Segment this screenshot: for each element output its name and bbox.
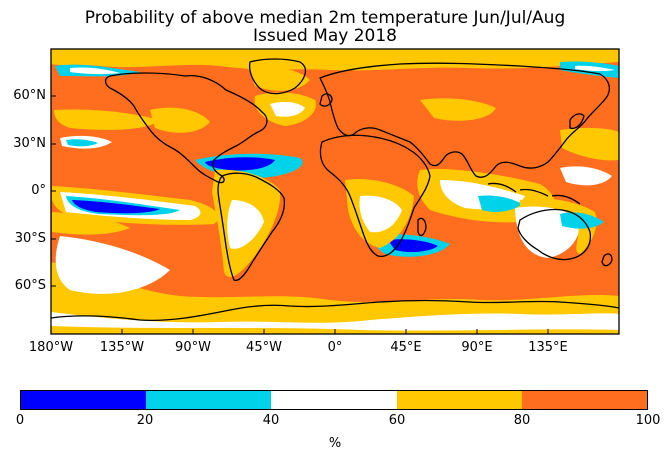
north-america-yellow bbox=[150, 107, 210, 133]
australia-coastline bbox=[517, 208, 592, 261]
colorbar-segment-4 bbox=[521, 391, 648, 409]
africa-white bbox=[359, 195, 402, 233]
lon-tick-135w: 135°W bbox=[99, 340, 145, 355]
europe-asia-coastline bbox=[319, 62, 611, 178]
colorbar-tick-100: 100 bbox=[635, 413, 661, 428]
arctic-white-patch bbox=[70, 67, 120, 75]
lon-tick-135e: 135°E bbox=[528, 340, 568, 355]
lat-tick-60n: 60°N bbox=[13, 88, 46, 103]
lon-tick-45e: 45°E bbox=[390, 340, 422, 355]
lat-tick-60s: 60°S bbox=[14, 278, 46, 293]
north-atlantic-white bbox=[270, 101, 305, 117]
madagascar-coastline bbox=[417, 217, 427, 237]
west-pacific-cyan bbox=[560, 212, 604, 229]
north-pacific-yellow bbox=[54, 109, 160, 130]
colorbar-segment-1 bbox=[146, 391, 272, 409]
arctic-white-patch-east bbox=[575, 65, 615, 72]
colorbar-label: % bbox=[328, 436, 342, 451]
colorbar bbox=[20, 390, 648, 410]
colorbar-segment-0 bbox=[21, 391, 147, 409]
colorbar-tick-60: 60 bbox=[388, 413, 406, 428]
japan-coastline bbox=[569, 113, 585, 130]
lon-tick-45w: 45°W bbox=[246, 340, 282, 355]
south-pacific-white bbox=[55, 236, 170, 294]
east-pacific-blue bbox=[72, 200, 160, 214]
south-indian-blue bbox=[388, 239, 438, 253]
chart-subtitle: Issued May 2018 bbox=[253, 26, 397, 46]
axis-ticks bbox=[50, 95, 549, 334]
lon-tick-90e: 90°E bbox=[461, 340, 493, 355]
west-pacific-white bbox=[560, 166, 612, 186]
colorbar-tick-20: 20 bbox=[136, 413, 154, 428]
europe-yellow bbox=[420, 98, 496, 121]
colorbar-tick-0: 0 bbox=[15, 413, 25, 428]
indian-ocean-cyan bbox=[478, 195, 522, 212]
arctic-yellow-region bbox=[51, 49, 619, 71]
lat-tick-30n: 30°N bbox=[13, 136, 46, 151]
lon-tick-90w: 90°W bbox=[175, 340, 211, 355]
lat-tick-0: 0° bbox=[31, 183, 46, 198]
new-zealand-coastline bbox=[601, 253, 613, 267]
chart-title: Probability of above median 2m temperatu… bbox=[84, 8, 566, 28]
south-america-coastline bbox=[217, 172, 286, 282]
africa-coastline bbox=[319, 134, 431, 258]
greenland-yellow bbox=[248, 66, 310, 91]
antarctica-coastline bbox=[51, 299, 619, 322]
caribbean-blue bbox=[205, 157, 275, 171]
lon-tick-180w: 180°W bbox=[28, 340, 74, 355]
colorbar-tick-40: 40 bbox=[262, 413, 280, 428]
maritime-continent-coastline bbox=[487, 182, 581, 205]
colorbar-tick-80: 80 bbox=[513, 413, 531, 428]
lat-tick-30s: 30°S bbox=[14, 231, 46, 246]
greenland-coastline bbox=[248, 58, 307, 95]
north-pacific-cyan bbox=[66, 139, 98, 147]
british-isles-coastline bbox=[319, 93, 333, 107]
colorbar-segment-2 bbox=[271, 391, 397, 409]
north-pacific-yellow-east bbox=[560, 127, 619, 161]
south-pacific-yellow bbox=[52, 212, 130, 235]
lon-tick-0: 0° bbox=[327, 340, 343, 355]
colorbar-segment-3 bbox=[396, 391, 522, 409]
australia-yellow bbox=[520, 198, 597, 254]
south-america-white bbox=[227, 200, 264, 249]
